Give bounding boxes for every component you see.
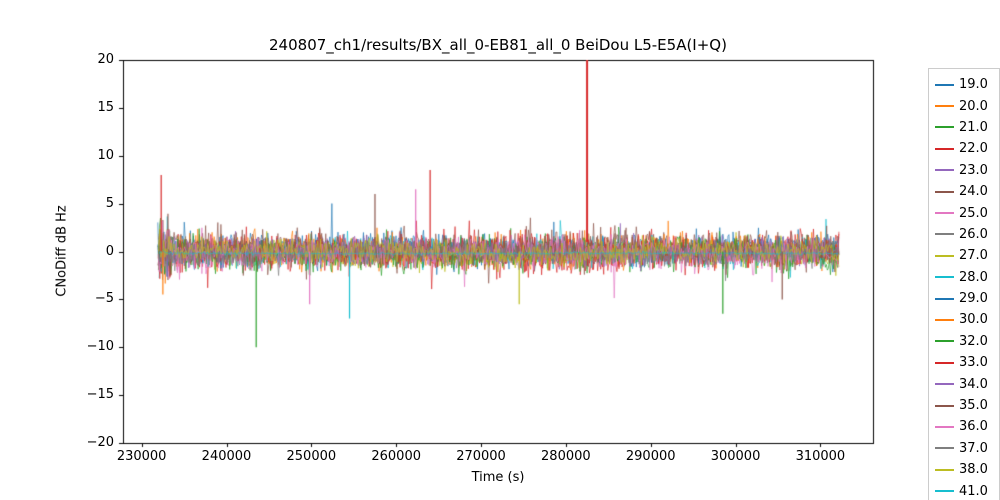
legend-label: 25.0 xyxy=(959,205,988,221)
legend-entry: 28.0 xyxy=(935,267,999,288)
legend-line-sample xyxy=(935,361,954,364)
legend: 19.0 20.0 21.0 22.0 23.0 24.0 25.0 26.0 27.0 28.0… xyxy=(928,68,1000,500)
legend-entry: 33.0 xyxy=(935,352,999,373)
legend-label: 26.0 xyxy=(959,226,988,242)
legend-line-sample xyxy=(935,126,954,129)
y-tick-label: −20 xyxy=(86,435,114,450)
legend-entry: 38.0 xyxy=(935,459,999,480)
legend-line-sample xyxy=(935,190,954,193)
legend-label: 33.0 xyxy=(959,355,988,371)
legend-entry: 23.0 xyxy=(935,160,999,181)
legend-line-sample xyxy=(935,254,954,257)
x-tick-label: 270000 xyxy=(456,449,506,464)
legend-line-sample xyxy=(935,233,954,236)
legend-line-sample xyxy=(935,297,954,300)
legend-label: 20.0 xyxy=(959,98,988,114)
legend-entry: 19.0 xyxy=(935,74,999,95)
legend-label: 27.0 xyxy=(959,248,988,264)
chart-title: 240807_ch1/results/BX_all_0-EB81_all_0 B… xyxy=(269,36,727,54)
legend-label: 23.0 xyxy=(959,162,988,178)
legend-line-sample xyxy=(935,169,954,172)
y-tick-label: 5 xyxy=(105,195,114,211)
legend-label: 28.0 xyxy=(959,269,988,285)
legend-label: 35.0 xyxy=(959,398,988,414)
legend-label: 24.0 xyxy=(959,184,988,200)
legend-label: 21.0 xyxy=(959,119,988,135)
legend-label: 41.0 xyxy=(959,483,988,499)
y-tick-label: 15 xyxy=(97,99,114,115)
legend-entry: 25.0 xyxy=(935,202,999,223)
legend-entry: 26.0 xyxy=(935,224,999,245)
legend-entry: 36.0 xyxy=(935,416,999,437)
legend-line-sample xyxy=(935,468,954,471)
x-axis-label: Time (s) xyxy=(471,470,525,485)
legend-label: 34.0 xyxy=(959,376,988,392)
legend-entry: 29.0 xyxy=(935,288,999,309)
y-tick-label: 10 xyxy=(97,147,114,163)
legend-entry: 34.0 xyxy=(935,373,999,394)
x-tick-label: 260000 xyxy=(371,449,421,464)
legend-line-sample xyxy=(935,83,954,86)
x-tick-label: 310000 xyxy=(795,449,846,464)
legend-entry: 22.0 xyxy=(935,138,999,159)
y-tick-label: 20 xyxy=(97,52,114,67)
legend-label: 36.0 xyxy=(959,419,988,435)
legend-line-sample xyxy=(935,447,954,450)
legend-line-sample xyxy=(935,276,954,279)
x-tick-label: 240000 xyxy=(201,449,252,464)
x-tick-label: 250000 xyxy=(286,449,337,464)
legend-entry: 21.0 xyxy=(935,117,999,138)
x-tick-label: 300000 xyxy=(710,449,761,464)
legend-entry: 27.0 xyxy=(935,245,999,266)
legend-label: 38.0 xyxy=(959,462,988,478)
legend-entry: 20.0 xyxy=(935,95,999,116)
legend-entry: 24.0 xyxy=(935,181,999,202)
x-tick-label: 280000 xyxy=(541,449,591,464)
legend-line-sample xyxy=(935,340,954,343)
legend-line-sample xyxy=(935,404,954,407)
legend-line-sample xyxy=(935,425,954,428)
legend-entry: 37.0 xyxy=(935,438,999,459)
legend-label: 30.0 xyxy=(959,312,988,328)
legend-line-sample xyxy=(935,212,954,215)
legend-line-sample xyxy=(935,318,954,321)
legend-line-sample xyxy=(935,490,954,493)
legend-line-sample xyxy=(935,147,954,150)
legend-entry: 30.0 xyxy=(935,309,999,330)
legend-entry: 35.0 xyxy=(935,395,999,416)
legend-label: 29.0 xyxy=(959,291,988,307)
legend-label: 22.0 xyxy=(959,141,988,157)
x-tick-label: 230000 xyxy=(116,449,167,464)
legend-entry: 41.0 xyxy=(935,480,999,500)
legend-line-sample xyxy=(935,105,954,108)
y-tick-label: 0 xyxy=(105,243,114,259)
legend-label: 19.0 xyxy=(959,77,988,93)
y-tick-label: −15 xyxy=(86,387,114,403)
x-tick-label: 290000 xyxy=(625,449,676,464)
legend-label: 32.0 xyxy=(959,333,988,349)
legend-entry: 32.0 xyxy=(935,331,999,352)
legend-line-sample xyxy=(935,383,954,386)
y-tick-label: −10 xyxy=(86,339,114,355)
legend-label: 37.0 xyxy=(959,440,988,456)
y-tick-label: −5 xyxy=(94,291,114,307)
